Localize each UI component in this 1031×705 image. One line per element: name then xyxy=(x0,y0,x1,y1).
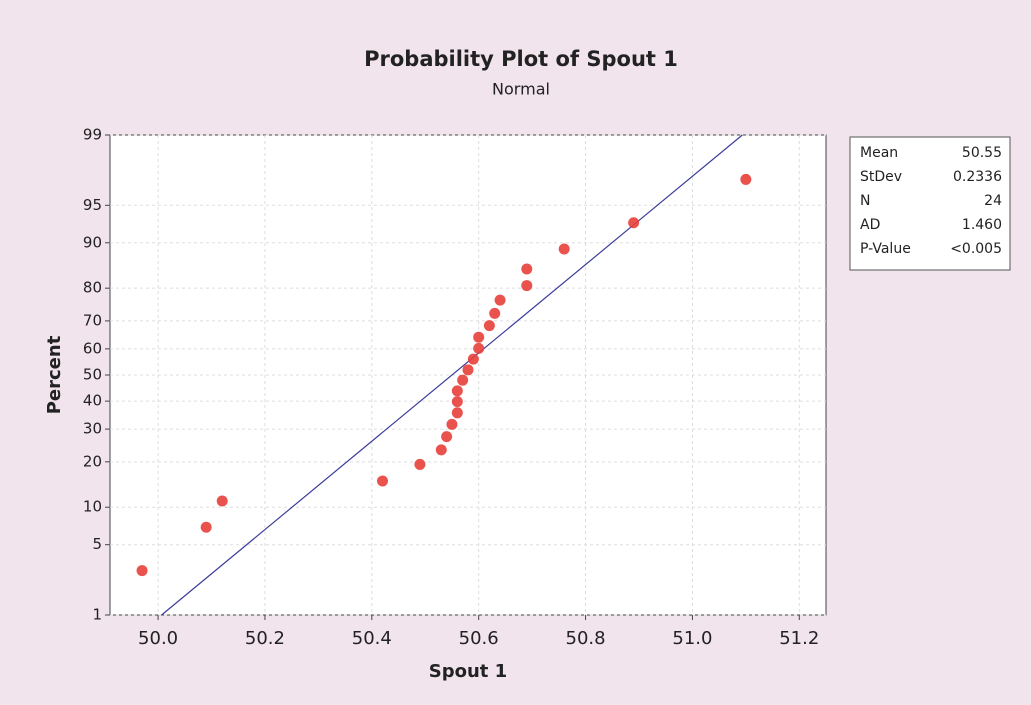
y-tick-label: 95 xyxy=(83,196,102,214)
point xyxy=(457,374,469,386)
point xyxy=(521,263,533,275)
x-tick-label: 50.4 xyxy=(352,628,392,649)
y-tick-label: 70 xyxy=(83,311,102,329)
point xyxy=(136,565,148,577)
point xyxy=(473,331,485,343)
stat-label: P-Value xyxy=(860,241,911,257)
x-tick-label: 50.0 xyxy=(138,628,178,649)
y-tick-label: 5 xyxy=(92,535,102,553)
point xyxy=(473,342,485,354)
y-tick-label: 90 xyxy=(83,233,102,251)
y-tick-label: 80 xyxy=(83,279,102,297)
y-tick-label: 50 xyxy=(83,366,102,384)
y-tick-label: 30 xyxy=(83,420,102,438)
x-tick-label: 51.0 xyxy=(672,628,712,649)
x-tick-label: 50.8 xyxy=(566,628,606,649)
point xyxy=(377,475,389,487)
stat-value: 24 xyxy=(984,193,1002,209)
x-axis-label: Spout 1 xyxy=(429,661,507,682)
y-tick-label: 20 xyxy=(83,452,102,470)
point xyxy=(451,396,463,408)
stat-label: StDev xyxy=(860,169,902,185)
chart-subtitle: Normal xyxy=(492,80,550,99)
point xyxy=(483,320,495,332)
point xyxy=(446,418,458,430)
y-tick-label: 1 xyxy=(92,606,102,624)
point xyxy=(628,217,640,229)
stats-box xyxy=(849,136,1011,271)
stat-value: 0.2336 xyxy=(953,169,1002,185)
point xyxy=(467,353,479,365)
y-axis-label: Percent xyxy=(44,335,65,414)
y-tick-label: 60 xyxy=(83,339,102,357)
y-tick-label: 99 xyxy=(83,126,102,144)
point xyxy=(489,307,501,319)
point xyxy=(558,243,570,255)
point xyxy=(414,458,426,470)
point xyxy=(451,385,463,397)
x-tick-label: 51.2 xyxy=(779,628,819,649)
stat-value: <0.005 xyxy=(950,241,1002,257)
stat-value: 1.460 xyxy=(962,217,1002,233)
point xyxy=(200,521,212,533)
x-tick-label: 50.2 xyxy=(245,628,285,649)
point xyxy=(462,364,474,376)
point xyxy=(451,407,463,419)
chart-title: Probability Plot of Spout 1 xyxy=(364,47,678,71)
stat-label: N xyxy=(860,193,870,209)
point xyxy=(494,294,506,306)
point xyxy=(521,280,533,292)
stat-label: AD xyxy=(860,217,880,233)
stat-value: 50.55 xyxy=(962,145,1002,161)
point xyxy=(216,495,228,507)
fit-line xyxy=(161,134,743,616)
y-tick-label: 40 xyxy=(83,392,102,410)
x-tick-label: 50.6 xyxy=(459,628,499,649)
point xyxy=(441,431,453,443)
stat-label: Mean xyxy=(860,145,898,161)
y-tick-label: 10 xyxy=(83,498,102,516)
point xyxy=(740,173,752,185)
point xyxy=(435,444,447,456)
